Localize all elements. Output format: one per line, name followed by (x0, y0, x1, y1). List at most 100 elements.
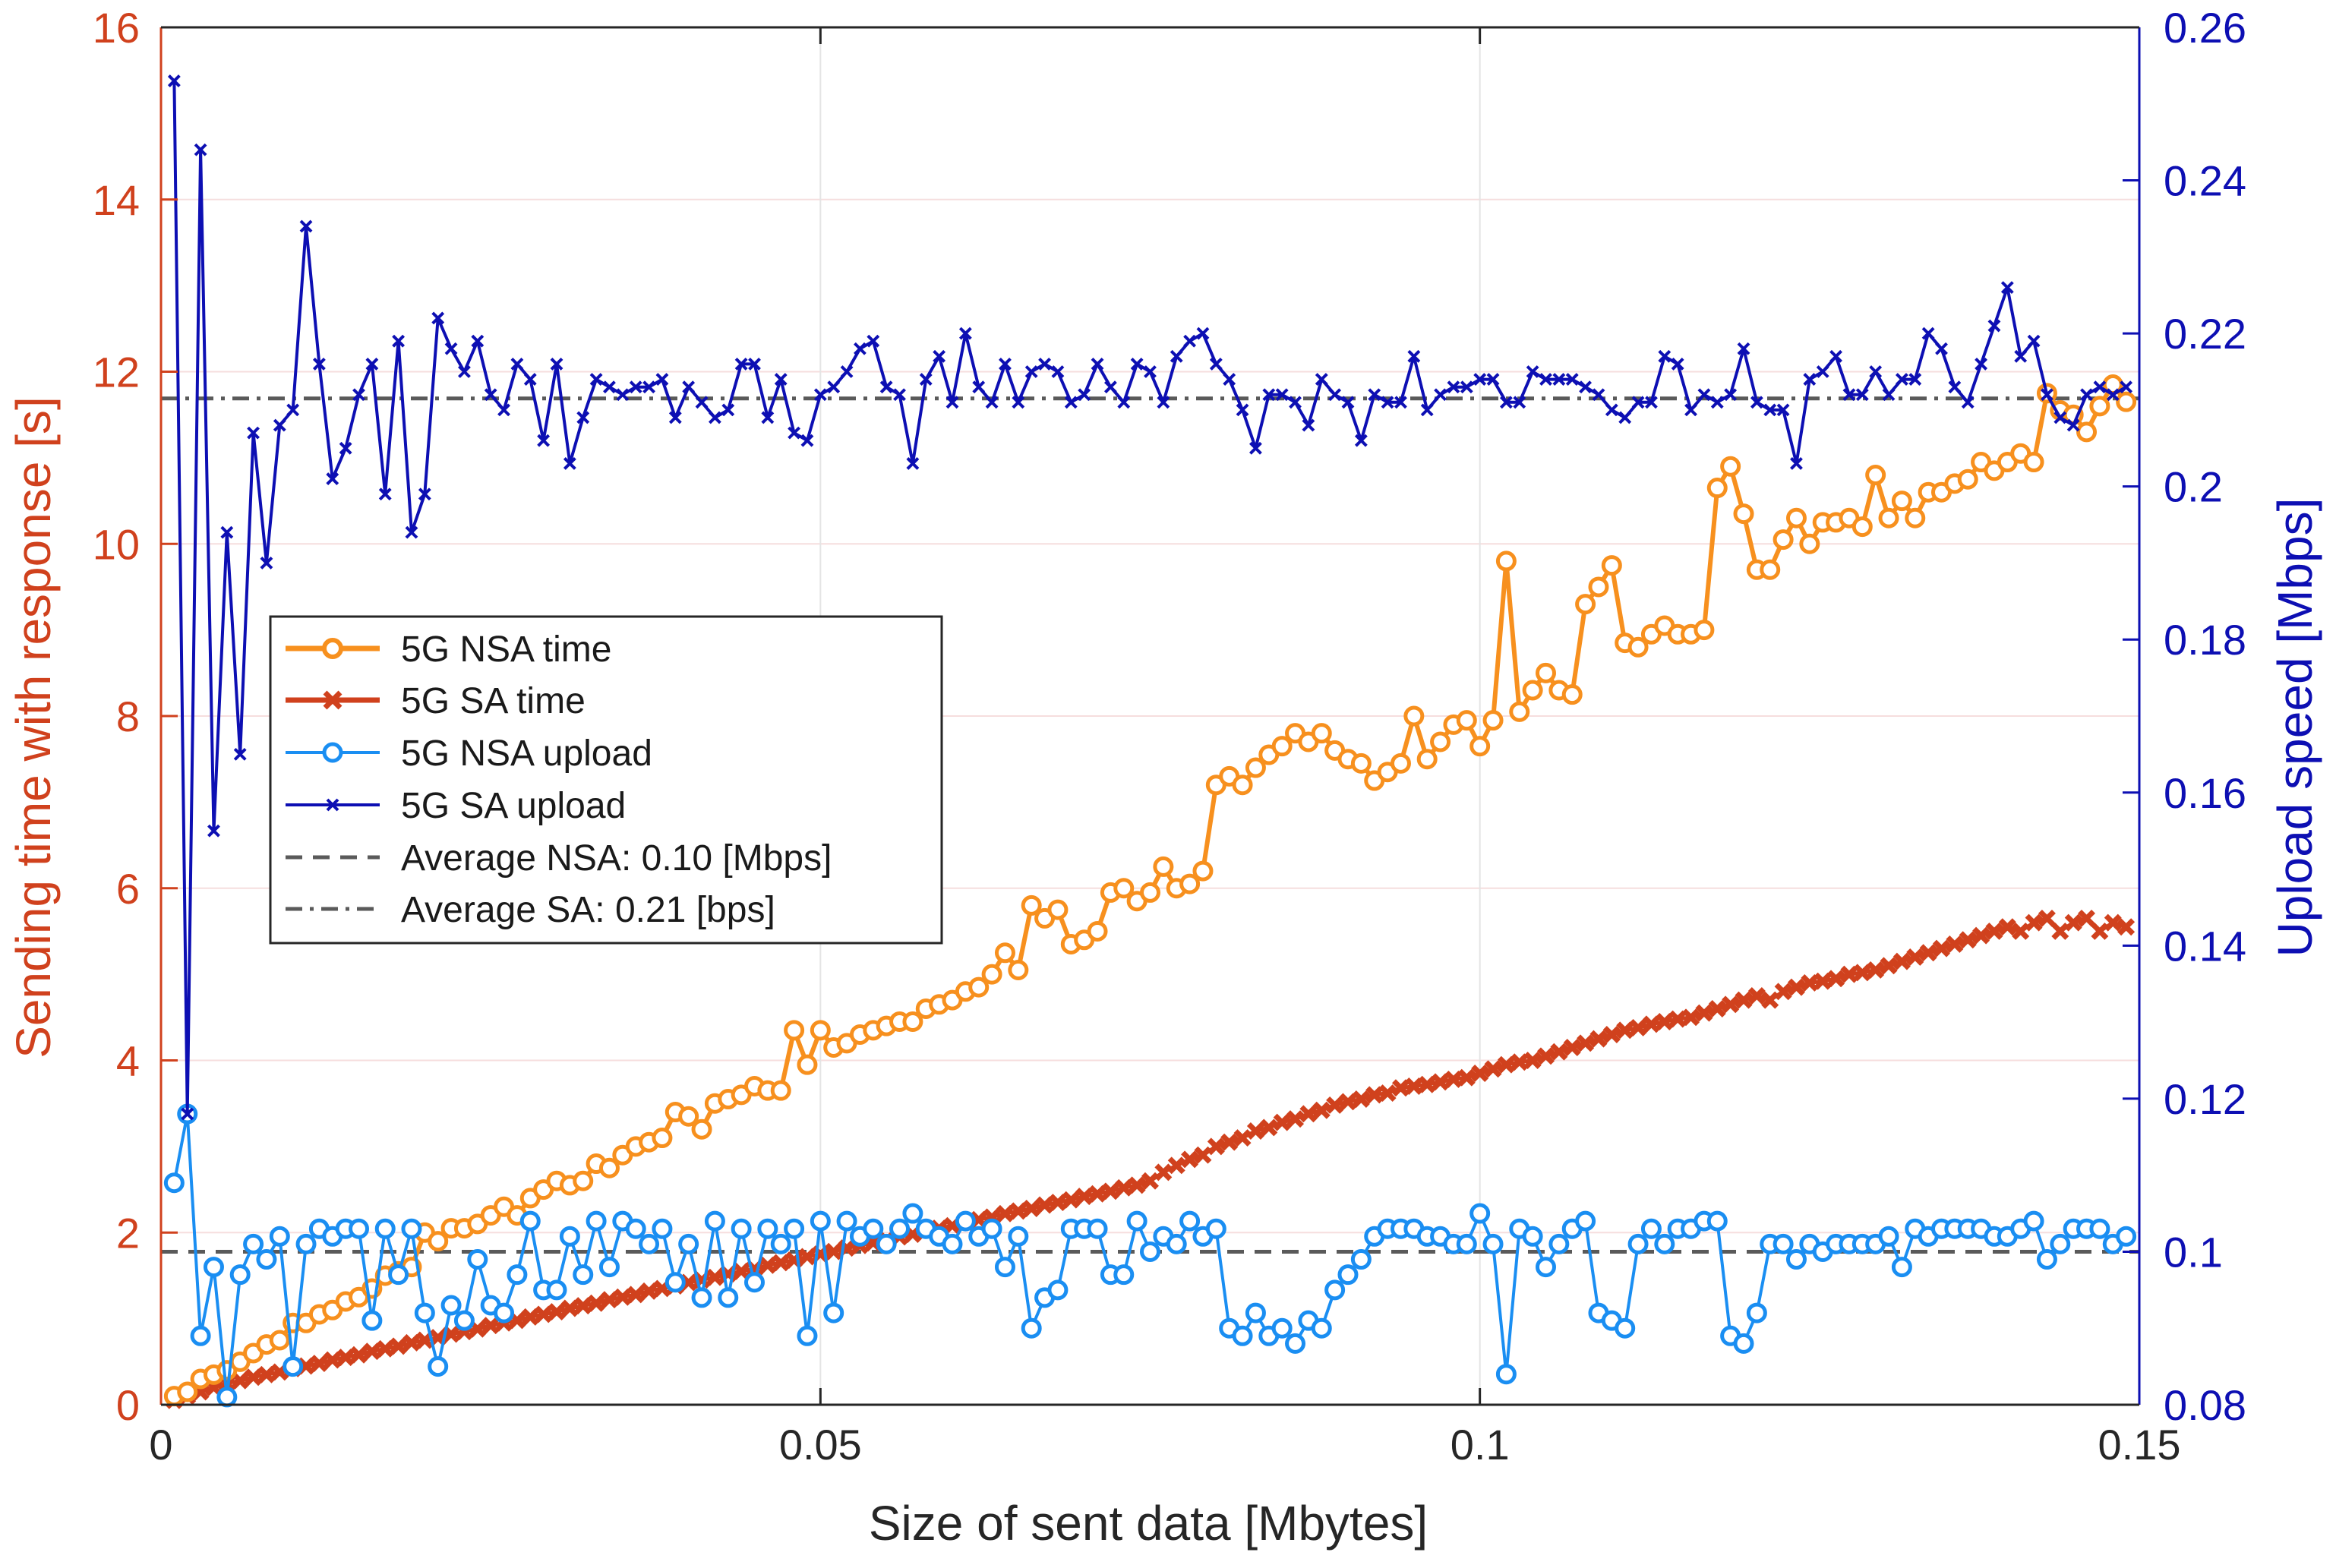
point-sa-time-76 (1167, 1156, 1185, 1175)
point-nsa-upload-2 (190, 1325, 211, 1346)
point-nsa-upload-0 (163, 1172, 185, 1194)
tick-label-left-16: 16 (93, 4, 140, 52)
point-sa-time-43 (732, 1262, 750, 1280)
point-sa-upload-60 (958, 327, 972, 340)
point-sa-upload-1 (181, 1107, 194, 1121)
point-sa-upload-114 (1671, 358, 1684, 371)
point-nsa-upload-87 (1311, 1317, 1332, 1339)
point-nsa-time-49 (810, 1020, 831, 1041)
point-sa-upload-77 (1183, 334, 1197, 348)
point-sa-upload-100 (1486, 373, 1500, 386)
point-nsa-time-39 (678, 1106, 699, 1127)
point-sa-upload-88 (1328, 388, 1342, 402)
point-sa-time-117 (1708, 999, 1726, 1017)
point-sa-upload-58 (933, 349, 946, 363)
point-sa-time-14 (350, 1346, 368, 1364)
point-sa-time-6 (245, 1368, 263, 1387)
point-nsa-upload-16 (374, 1218, 396, 1239)
point-sa-time-31 (574, 1297, 592, 1315)
point-sa-upload-127 (1842, 388, 1856, 402)
plot-series (161, 74, 2139, 1409)
point-nsa-upload-17 (388, 1264, 409, 1286)
point-sa-upload-63 (999, 358, 1012, 371)
point-sa-time-120 (1747, 986, 1766, 1005)
point-sa-time-131 (1892, 952, 1911, 970)
point-sa-upload-92 (1381, 396, 1394, 409)
point-sa-time-63 (996, 1204, 1014, 1223)
point-sa-upload-131 (1895, 373, 1908, 386)
point-sa-upload-137 (1975, 358, 1988, 371)
point-nsa-upload-43 (731, 1218, 752, 1239)
point-sa-upload-94 (1407, 349, 1421, 363)
point-sa-upload-108 (1592, 388, 1605, 402)
point-nsa-upload-143 (2050, 1233, 2071, 1254)
point-nsa-time-33 (598, 1157, 620, 1178)
point-sa-time-105 (1550, 1043, 1568, 1061)
point-sa-time-16 (376, 1339, 394, 1358)
point-sa-time-86 (1299, 1105, 1318, 1123)
point-sa-upload-72 (1117, 396, 1131, 409)
point-sa-upload-49 (813, 388, 827, 402)
legend-marker-sa-upload (326, 798, 339, 812)
point-sa-upload-41 (708, 411, 721, 424)
point-sa-upload-135 (1948, 380, 1962, 394)
point-nsa-upload-112 (1640, 1218, 1662, 1239)
point-sa-upload-86 (1302, 418, 1315, 432)
point-sa-upload-129 (1869, 365, 1883, 378)
point-sa-upload-144 (2066, 418, 2080, 432)
point-sa-time-96 (1432, 1073, 1450, 1091)
legend-entry-nsa-upload: 5G NSA upload (286, 734, 652, 774)
point-nsa-time-90 (1350, 752, 1372, 774)
legend: 5G NSA time 5G SA time 5G NSA upload 5G … (269, 615, 943, 945)
point-sa-time-88 (1326, 1096, 1344, 1114)
tick-label-left-10: 10 (93, 520, 140, 568)
legend-label-nsa-time: 5G NSA time (401, 629, 611, 670)
point-sa-upload-75 (1157, 396, 1170, 409)
point-sa-upload-93 (1394, 396, 1407, 409)
point-nsa-upload-9 (283, 1356, 304, 1377)
point-nsa-time-111 (1627, 636, 1649, 658)
tick-label-x-0.05: 0.05 (779, 1421, 862, 1469)
point-nsa-time-100 (1482, 710, 1504, 731)
point-nsa-upload-104 (1536, 1257, 1556, 1278)
point-sa-upload-6 (247, 426, 260, 440)
point-nsa-time-70 (1087, 920, 1108, 942)
legend-marker-nsa-time (322, 638, 343, 659)
point-sa-time-147 (2104, 913, 2122, 932)
point-sa-upload-36 (642, 380, 655, 394)
point-nsa-upload-98 (1456, 1233, 1477, 1254)
point-sa-time-35 (627, 1286, 645, 1304)
point-nsa-time-78 (1192, 860, 1214, 882)
point-nsa-upload-99 (1469, 1203, 1491, 1224)
point-sa-upload-109 (1605, 403, 1618, 417)
tick-labels: 0 2 4 6 8 10 12 14 16 0.08 0.1 0.12 0.14 0.16 0.18 0.2 0… (93, 4, 2246, 1469)
legend-entry-sa-upload: 5G SA upload (286, 786, 626, 826)
point-sa-upload-125 (1816, 365, 1829, 378)
point-nsa-upload-105 (1548, 1233, 1570, 1254)
point-sa-time-79 (1207, 1137, 1225, 1156)
point-nsa-upload-49 (810, 1210, 831, 1232)
point-nsa-time-93 (1390, 752, 1411, 774)
point-sa-upload-102 (1513, 396, 1526, 409)
point-nsa-time-103 (1522, 680, 1543, 701)
point-nsa-time-107 (1575, 594, 1596, 615)
point-sa-time-97 (1444, 1070, 1463, 1088)
point-nsa-time-146 (2089, 396, 2110, 417)
point-sa-upload-20 (431, 311, 445, 325)
point-sa-upload-122 (1776, 403, 1790, 417)
point-sa-time-112 (1642, 1015, 1660, 1033)
point-nsa-upload-15 (361, 1310, 383, 1331)
point-nsa-upload-48 (797, 1325, 818, 1346)
point-sa-time-126 (1827, 970, 1845, 988)
point-sa-upload-11 (312, 358, 326, 371)
point-sa-time-119 (1735, 991, 1753, 1009)
point-sa-upload-148 (2120, 380, 2133, 394)
point-nsa-time-75 (1153, 856, 1174, 877)
point-sa-upload-84 (1275, 388, 1289, 402)
point-nsa-upload-56 (902, 1203, 923, 1224)
point-nsa-time-99 (1469, 736, 1491, 757)
point-sa-time-41 (706, 1268, 724, 1286)
point-sa-time-74 (1141, 1172, 1159, 1190)
point-sa-upload-48 (800, 434, 814, 447)
tick-label-left-4: 4 (116, 1037, 140, 1085)
